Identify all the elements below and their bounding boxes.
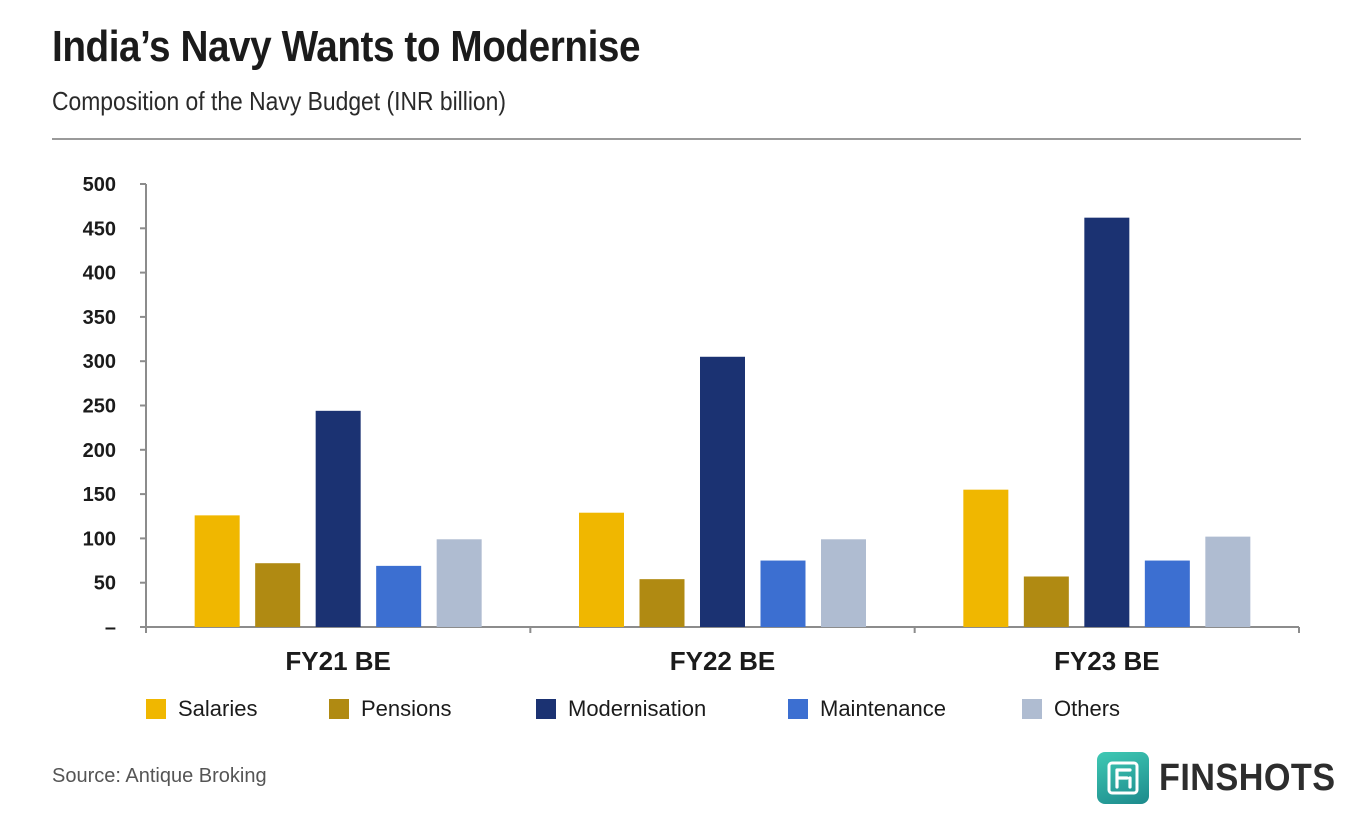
chart-subtitle: Composition of the Navy Budget (INR bill… [52,86,506,116]
y-tick-label: 400 [83,263,116,285]
legend-label: Others [1054,696,1121,721]
finshots-logo-icon [1097,752,1149,804]
y-axis: 500 450 400 350 300 250 200 150 100 50 – [83,174,147,639]
x-axis: FY21 BE FY22 BE FY23 BE [145,626,1300,676]
legend-swatch [329,699,349,719]
legend-swatch [788,699,808,719]
y-tick-label: – [105,617,116,639]
bar-maintenance [760,560,806,627]
x-category-label: FY21 BE [285,646,391,676]
y-tick-label: 350 [83,307,116,329]
bar-modernisation [315,410,361,627]
bar-modernisation [1084,217,1130,627]
legend-item-maintenance: Maintenance [788,696,946,722]
y-tick-label: 300 [83,351,116,373]
legend-swatch [146,699,166,719]
bar-salaries [963,489,1009,627]
legend-item-modernisation: Modernisation [536,696,706,722]
x-category-label: FY23 BE [1054,646,1160,676]
legend-swatch [536,699,556,719]
y-tick-label: 250 [83,396,116,418]
bar-maintenance [1144,560,1190,627]
legend-item-pensions: Pensions [329,696,452,722]
y-tick-label: 450 [83,218,116,240]
legend-label: Pensions [361,696,452,721]
bar-salaries [579,512,624,627]
x-category-label: FY22 BE [670,646,776,676]
legend-label: Maintenance [820,696,946,721]
y-tick-label: 500 [83,174,116,196]
bar-others [436,539,482,627]
chart-title: India’s Navy Wants to Modernise [52,22,641,71]
y-tick-label: 150 [83,484,116,506]
bar-salaries [194,515,240,627]
finshots-logo: FINSHOTS [1097,752,1349,804]
bar-maintenance [376,565,422,627]
bar-others [821,539,866,627]
legend-item-others: Others [1022,696,1120,722]
legend-swatch [1022,699,1042,719]
legend-label: Modernisation [568,696,707,721]
bars [194,217,1251,627]
bar-pensions [255,563,301,627]
header-divider [52,138,1301,140]
legend-item-salaries: Salaries [146,696,257,722]
y-tick-label: 200 [83,440,116,462]
finshots-wordmark: FINSHOTS [1159,756,1336,799]
bar-pensions [639,579,685,627]
y-tick-label: 50 [94,573,116,595]
y-tick-label: 100 [83,528,116,550]
bar-modernisation [700,356,745,627]
bar-others [1205,536,1251,627]
source-note: Source: Antique Broking [52,765,267,787]
legend-label: Salaries [178,696,258,721]
bar-pensions [1023,576,1069,627]
